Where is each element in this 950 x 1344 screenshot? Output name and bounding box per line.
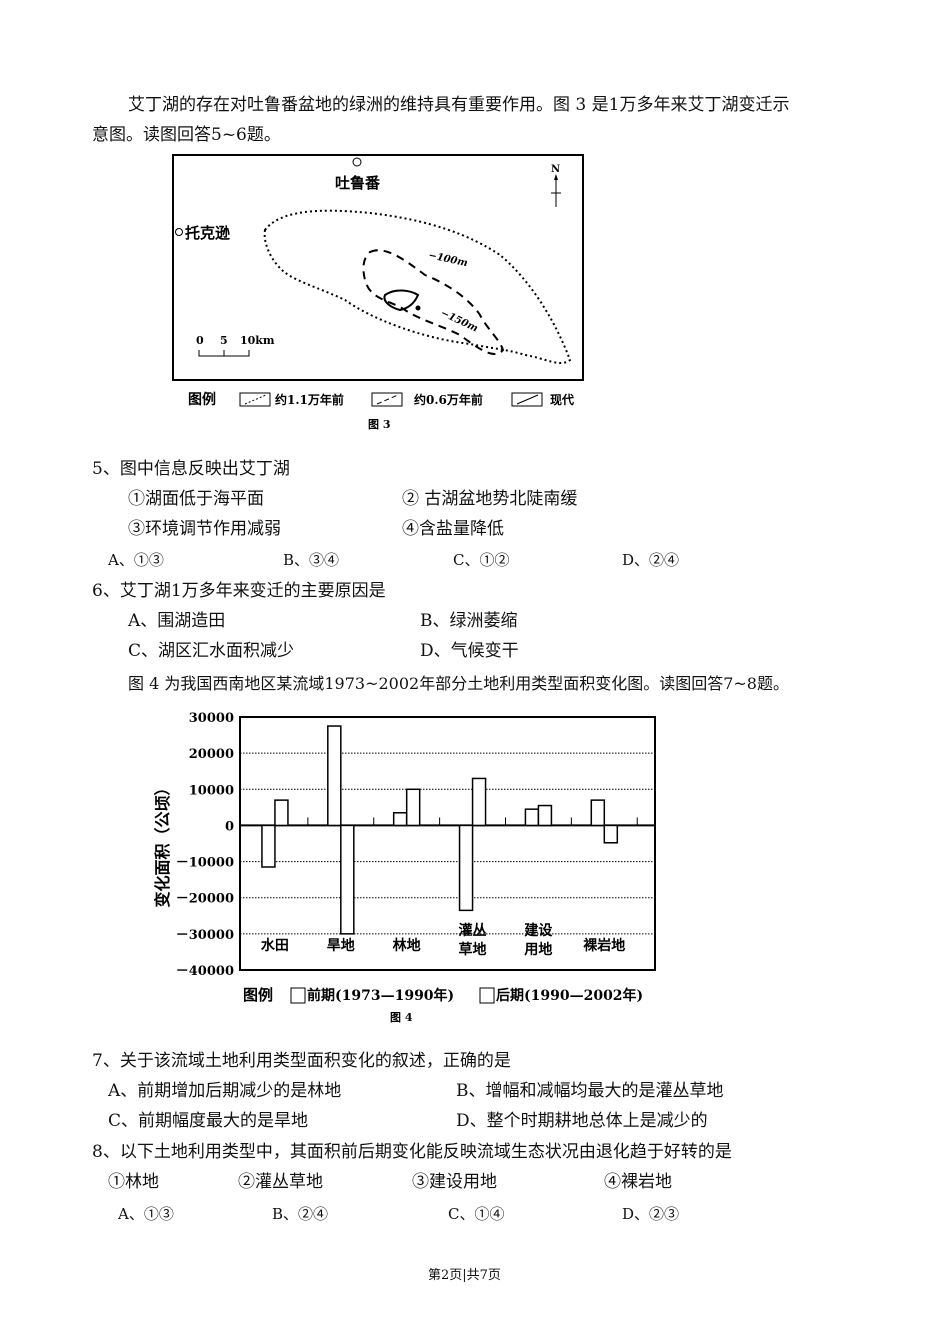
plot-frame	[239, 716, 656, 971]
q6-option-a[interactable]: A、围湖造田	[128, 611, 226, 631]
bar-later-1	[340, 824, 355, 935]
q5-item: ② 古湖盆地势北陡南缓	[402, 489, 578, 509]
y-axis-label: 变化面积（公顷）	[153, 779, 172, 907]
q8-item: ①林地	[108, 1172, 159, 1192]
y-tick-label: 0	[225, 819, 234, 834]
place-toksun: 托克逊	[185, 224, 230, 242]
x-category-label: 建设	[524, 922, 553, 939]
legend-swatch-early	[290, 987, 306, 1004]
legend-11k: 约1.1万年前	[275, 392, 344, 407]
q7-option-a[interactable]: A、前期增加后期减少的是林地	[108, 1081, 342, 1101]
north-label: N	[551, 164, 560, 175]
q5-item: ③环境调节作用减弱	[128, 519, 281, 539]
bar-later-5	[603, 824, 619, 844]
figure-3-map: 吐鲁番 托克逊 N −100m −150m 0 5 10km 图例 约1.1万年…	[172, 154, 584, 430]
bar-early-0	[261, 824, 276, 868]
contour-label-100: −100m	[427, 250, 468, 269]
x-category-label: 裸岩地	[583, 937, 625, 954]
bar-early-2	[392, 812, 408, 827]
x-category-label: 草地	[459, 941, 487, 958]
y-tick-label: －30000	[176, 928, 234, 943]
legend-later: 后期(1990—2002年)	[496, 987, 643, 1004]
legend-early: 前期(1973—1990年)	[307, 987, 454, 1004]
y-tick-label: 30000	[189, 711, 234, 726]
q5-option-c[interactable]: C、①②	[453, 551, 510, 569]
bar-later-0	[274, 799, 289, 827]
x-category-label: 灌丛	[459, 922, 487, 939]
q7-option-d[interactable]: D、整个时期耕地总体上是减少的	[456, 1111, 708, 1131]
lake-6k-years-outline	[362, 249, 505, 355]
q5-option-d[interactable]: D、②④	[622, 551, 680, 569]
y-tick-label: 10000	[189, 783, 234, 798]
y-tick-label: 20000	[189, 747, 234, 762]
q8-stem: 8、以下土地利用类型中，其面积前后期变化能反映流域生态状况由退化趋于好转的是	[92, 1142, 732, 1162]
bar-early-4	[524, 808, 540, 827]
figure-4-caption: 图 4	[390, 1011, 413, 1024]
x-category-label: 用地	[524, 941, 552, 958]
q8-option-d[interactable]: D、②③	[622, 1205, 680, 1223]
q6-option-d[interactable]: D、气候变干	[420, 641, 519, 661]
figure-4-chart: 30000 20000 10000 0 －10000 －20000 －30000 －40000…	[153, 711, 656, 1024]
toksun-marker	[175, 228, 183, 236]
q6-option-c[interactable]: C、湖区汇水面积减少	[128, 641, 295, 661]
bar-later-3	[471, 777, 487, 827]
x-category-label: 旱地	[327, 937, 355, 954]
q6-stem: 6、艾丁湖1万多年来变迁的主要原因是	[92, 581, 386, 601]
q5-stem: 5、图中信息反映出艾丁湖	[92, 459, 290, 479]
modern-lake	[383, 289, 420, 312]
svg-text:5: 5	[220, 334, 228, 347]
turpan-marker	[352, 157, 362, 167]
q8-item: ④裸岩地	[604, 1172, 672, 1192]
bar-later-2	[405, 788, 421, 827]
page-footer: 第2页|共7页	[428, 1268, 501, 1283]
y-tick-label: －40000	[176, 964, 234, 979]
q6-option-b[interactable]: B、绿洲萎缩	[420, 611, 518, 631]
q5-option-a[interactable]: A、①③	[108, 551, 164, 569]
figure-3-caption: 图 3	[368, 418, 390, 430]
intro-text-3: 图 4 为我国西南地区某流域1973~2002年部分土地利用类型面积变化图。读图…	[128, 674, 789, 693]
bar-early-1	[327, 725, 342, 827]
scale-bar: 0 5 10km	[196, 334, 275, 357]
bar-early-3	[458, 824, 474, 912]
legend-title: 图例	[243, 986, 273, 1004]
lake-11k-years-outline	[263, 209, 572, 365]
q8-option-b[interactable]: B、②④	[272, 1205, 329, 1223]
q8-option-c[interactable]: C、①④	[448, 1205, 505, 1223]
svg-text:10km: 10km	[240, 334, 275, 347]
north-arrow-icon	[551, 174, 561, 207]
q8-option-a[interactable]: A、①③	[118, 1205, 174, 1223]
contour-label-150: −150m	[439, 308, 480, 335]
q8-item: ②灌丛草地	[238, 1172, 323, 1192]
legend-swatch-later	[479, 987, 495, 1004]
x-category-label: 水田	[261, 937, 289, 954]
q5-item: ④含盐量降低	[402, 519, 504, 539]
y-tick-label: －20000	[176, 892, 234, 907]
legend-modern: 现代	[550, 392, 574, 407]
q8-item: ③建设用地	[412, 1172, 497, 1192]
legend-6k: 约0.6万年前	[414, 392, 483, 407]
legend-title: 图例	[188, 391, 216, 408]
place-turpan: 吐鲁番	[335, 174, 381, 192]
q7-option-b[interactable]: B、增幅和减幅均最大的是灌丛草地	[456, 1081, 724, 1101]
q5-item: ①湖面低于海平面	[128, 489, 264, 509]
bar-later-4	[537, 804, 553, 827]
q5-option-b[interactable]: B、③④	[283, 551, 340, 569]
intro-text: 艾丁湖的存在对吐鲁番盆地的绿洲的维持具有重要作用。图 3 是1万多年来艾丁湖变迁…	[128, 95, 790, 115]
intro-text-2: 意图。读图回答5~6题。	[92, 125, 281, 145]
y-tick-label: －10000	[176, 856, 234, 871]
q7-option-c[interactable]: C、前期幅度最大的是旱地	[108, 1111, 309, 1131]
bar-early-5	[590, 799, 606, 827]
q7-stem: 7、关于该流域土地利用类型面积变化的叙述，正确的是	[92, 1051, 511, 1071]
svg-text:0: 0	[196, 334, 204, 347]
x-category-label: 林地	[393, 937, 421, 954]
